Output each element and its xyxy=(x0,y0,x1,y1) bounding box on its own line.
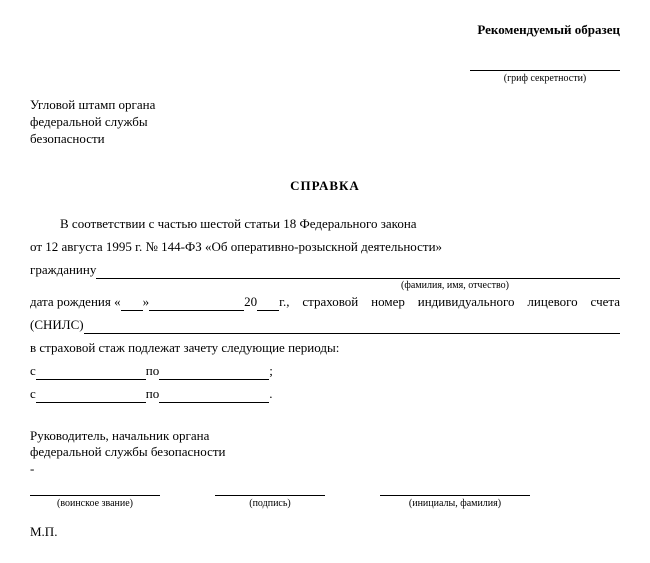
dob-year-line xyxy=(257,296,279,311)
secrecy-caption: (гриф секретности) xyxy=(470,72,620,85)
secrecy-block: (гриф секретности) xyxy=(470,57,620,85)
signer-title-line: федеральной службы безопасности xyxy=(30,444,620,461)
stamp-line: Угловой штамп органа xyxy=(30,97,230,114)
period-row-1: с по ; xyxy=(30,363,620,380)
dob-month-line xyxy=(149,296,244,311)
snils-row: (СНИЛС) xyxy=(30,317,620,334)
dob-day-line xyxy=(121,296,143,311)
sig-rank-cell: (воинское звание) xyxy=(30,482,160,510)
corner-stamp: Угловой штамп органа федеральной службы … xyxy=(30,97,230,148)
signer-dash: - xyxy=(30,461,620,478)
period-from-line xyxy=(36,388,146,403)
sig-rank-line xyxy=(30,482,160,496)
document-title: СПРАВКА xyxy=(30,178,620,195)
sig-name-caption: (инициалы, фамилия) xyxy=(380,497,530,510)
snils-line xyxy=(84,319,620,334)
citizen-name-line xyxy=(96,264,620,279)
period-to-line xyxy=(159,388,269,403)
secrecy-line xyxy=(470,57,620,71)
period-row-2: с по . xyxy=(30,386,620,403)
stamp-line: федеральной службы xyxy=(30,114,230,131)
period-to-line xyxy=(159,365,269,380)
law-reference: от 12 августа 1995 г. № 144-ФЗ «Об опера… xyxy=(30,239,620,256)
para-law-intro: В соответствии с частью шестой статьи 18… xyxy=(30,216,620,233)
period-end: ; xyxy=(269,363,273,380)
stazh-intro: в страховой стаж подлежат зачету следующ… xyxy=(30,340,620,357)
dob-after: г., страховой номер индивидуального лице… xyxy=(279,294,620,311)
sig-sign-cell: (подпись) xyxy=(215,482,325,510)
citizen-row: гражданину xyxy=(30,262,620,279)
dob-mid2: 20 xyxy=(244,294,257,311)
stamp-line: безопасности xyxy=(30,131,230,148)
dob-prefix: дата рождения « xyxy=(30,294,121,311)
signature-row: (воинское звание) (подпись) (инициалы, ф… xyxy=(30,482,620,510)
period-to: по xyxy=(146,363,159,380)
stamp-mp: М.П. xyxy=(30,524,620,541)
sig-rank-caption: (воинское звание) xyxy=(30,497,160,510)
signer-block: Руководитель, начальник органа федеральн… xyxy=(30,428,620,479)
fio-caption: (фамилия, имя, отчество) xyxy=(30,279,620,292)
sig-sign-caption: (подпись) xyxy=(215,497,325,510)
dob-row: дата рождения « » 20 г., страховой номер… xyxy=(30,294,620,311)
snils-prefix: (СНИЛС) xyxy=(30,317,84,334)
sample-label: Рекомендуемый образец xyxy=(30,22,620,39)
period-end: . xyxy=(269,386,272,403)
signer-title-line: Руководитель, начальник органа xyxy=(30,428,620,445)
sig-sign-line xyxy=(215,482,325,496)
period-from-line xyxy=(36,365,146,380)
sig-name-cell: (инициалы, фамилия) xyxy=(380,482,530,510)
period-to: по xyxy=(146,386,159,403)
citizen-prefix: гражданину xyxy=(30,262,96,279)
sig-name-line xyxy=(380,482,530,496)
